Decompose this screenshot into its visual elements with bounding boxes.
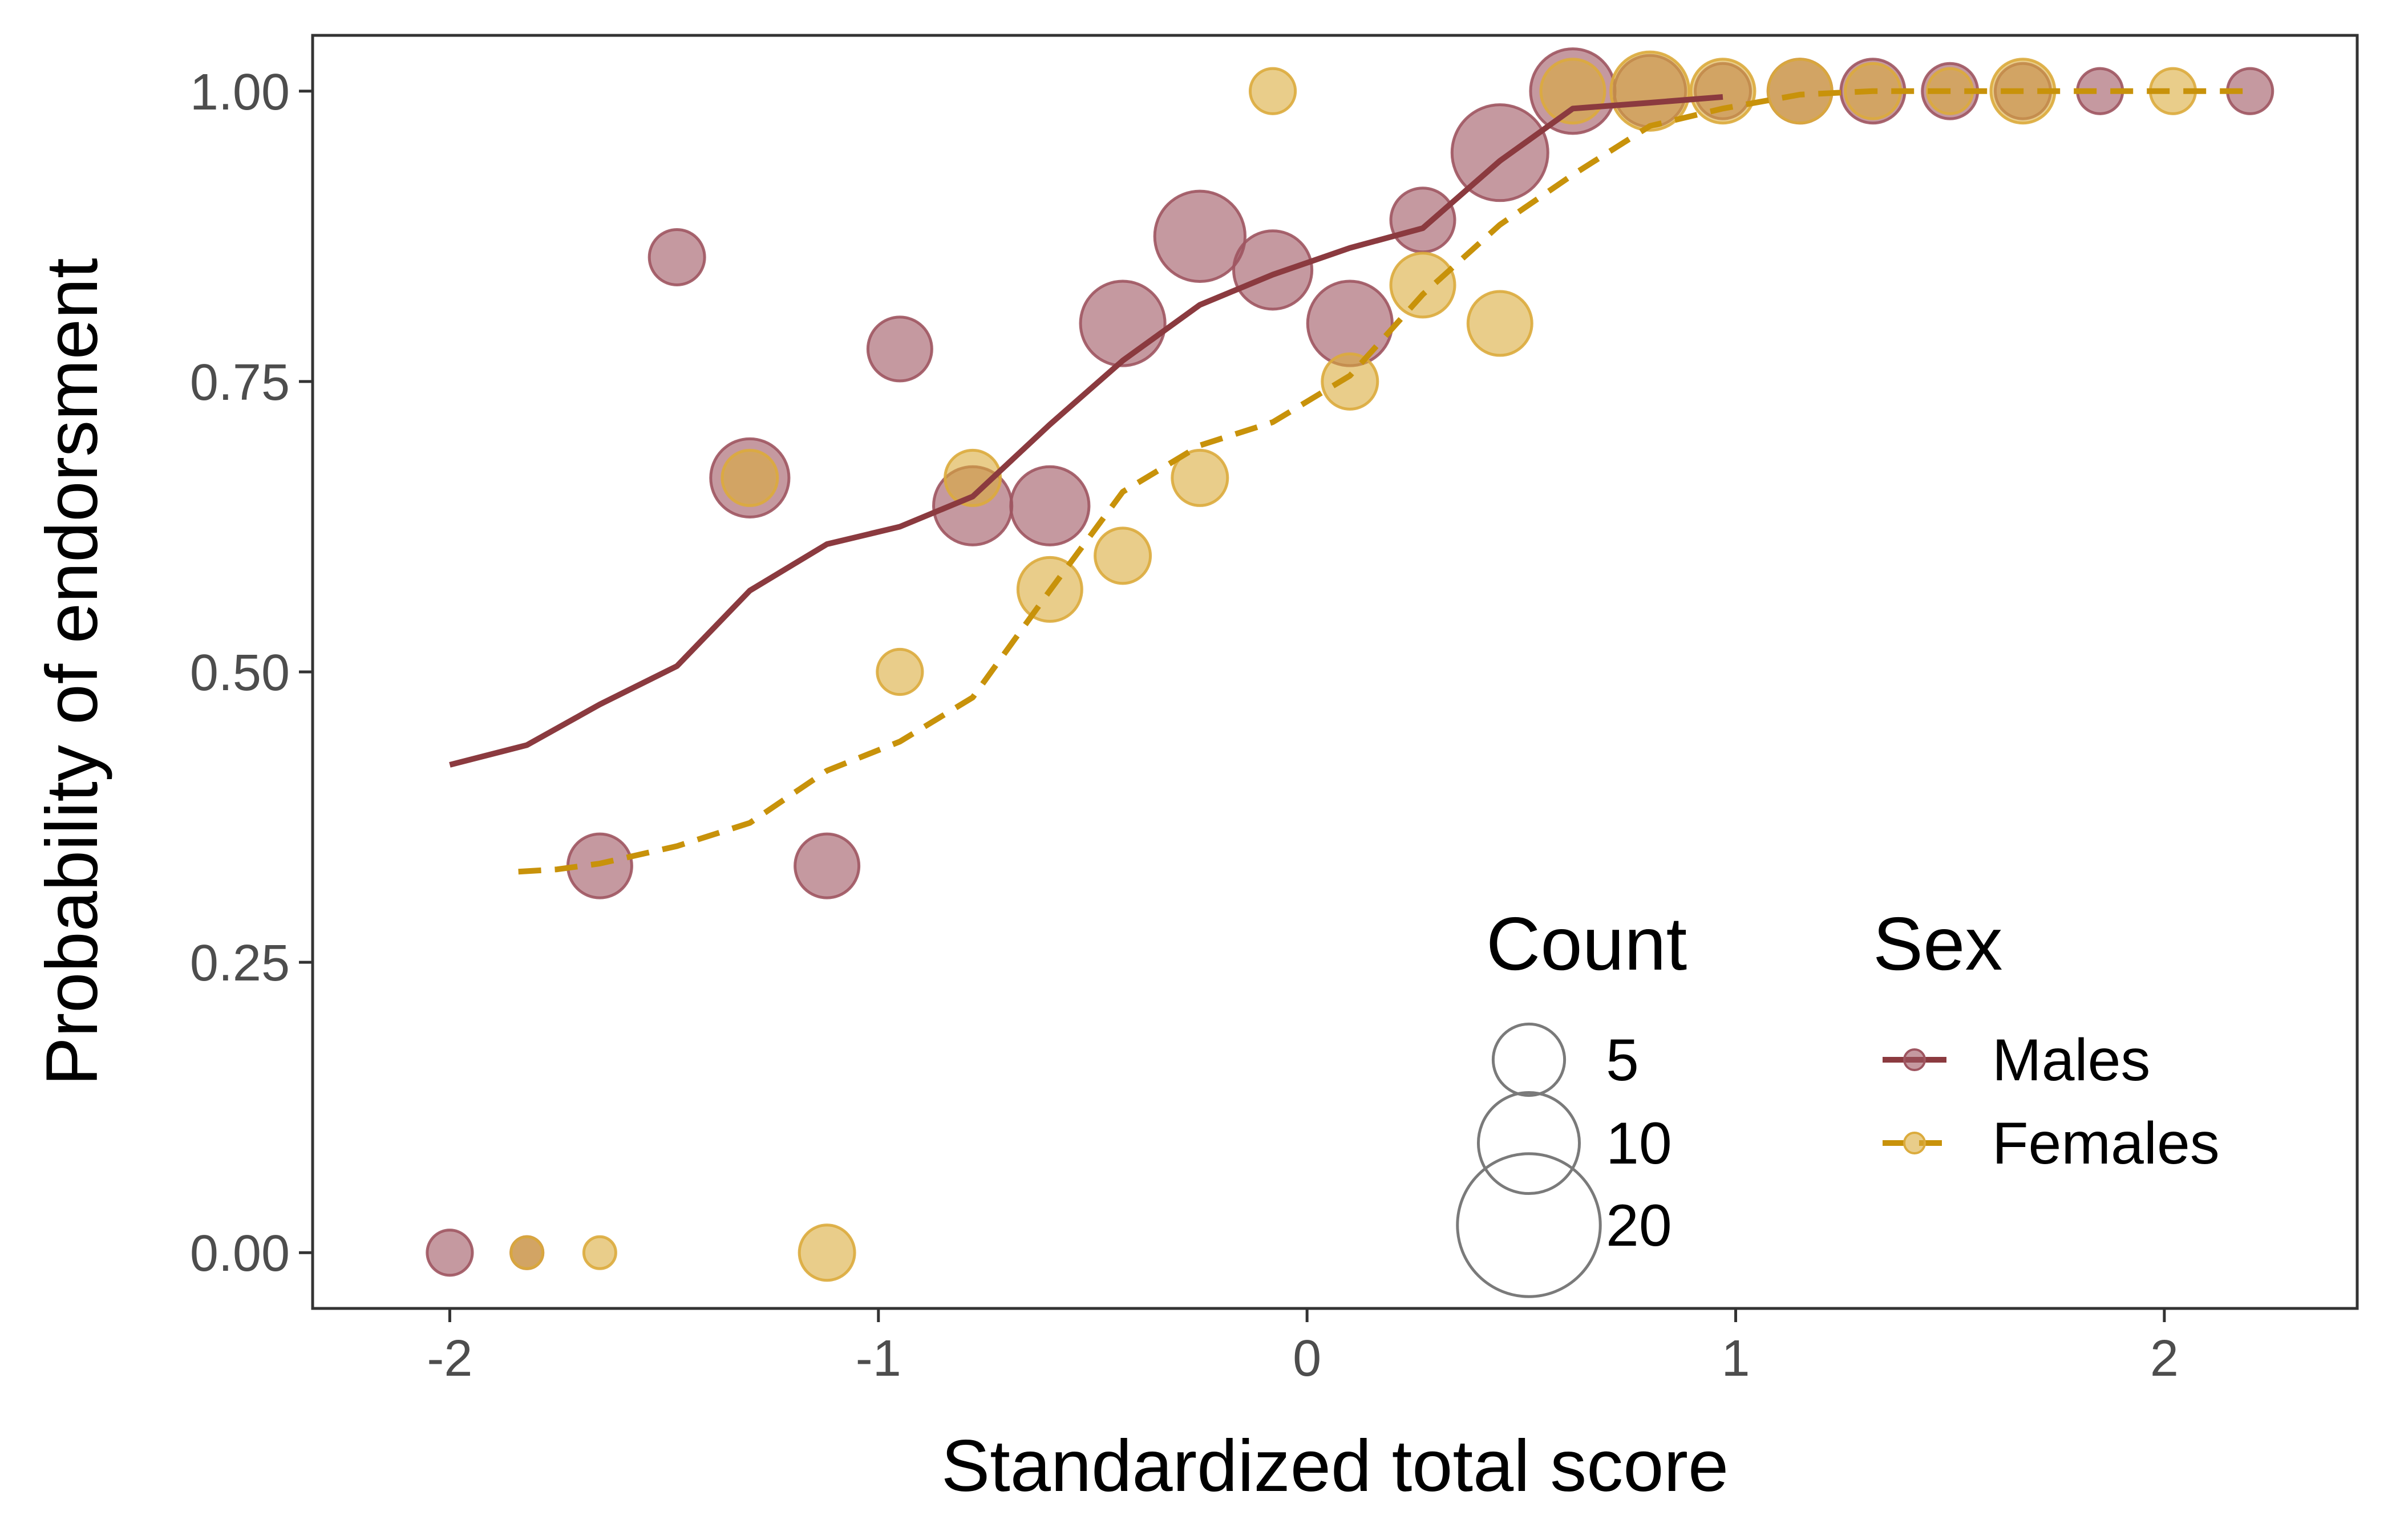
legend-size-key-5 [1491,1022,1567,1097]
y-tick-label: 0.75 [190,354,290,411]
data-point-females [1466,290,1533,357]
data-point-females [1248,67,1297,115]
legend-count-label-10: 10 [1606,1111,1672,1177]
data-point-females [1094,526,1152,585]
data-point-females [582,1235,617,1270]
data-point-females [509,1235,545,1270]
y-tick-label: 0.25 [190,935,290,992]
legend-sex-label-males: Males [1992,1027,2150,1093]
legend-sex-title: Sex [1873,902,2002,986]
data-point-females [1389,252,1456,319]
data-point-males [426,1229,474,1277]
legend-count-title: Count [1486,902,1687,986]
data-point-males [1450,103,1549,202]
y-tick-label: 0.00 [190,1225,290,1282]
data-point-males [866,315,933,383]
data-point-females [1171,448,1229,507]
fitted-curve-females [518,88,2251,875]
x-tick-labels: -2 -1 0 1 2 [427,1330,2178,1387]
legend-key-point-males [1903,1048,1926,1071]
y-axis-title: Probability of endorsment [31,258,113,1085]
data-point-males [1232,229,1314,311]
data-point-males [1389,187,1456,254]
x-axis-title: Standardized total score [941,1425,1729,1507]
legend-sex: Sex Males Females [1873,902,2220,1177]
data-point-males [1079,279,1167,367]
legend-count-label-20: 20 [1606,1193,1672,1259]
data-point-females [721,448,779,507]
plot-content [426,47,2274,1282]
legend-sex-label-females: Females [1992,1111,2220,1177]
y-tick-label: 0.50 [190,645,290,702]
data-point-males [1009,465,1091,546]
data-point-females [1539,58,1606,125]
data-point-females [1689,58,1756,125]
legend-count: Count 5 10 20 [1456,902,1687,1298]
data-point-females [876,647,924,696]
legend-size-key-20 [1456,1152,1602,1298]
data-point-females [798,1223,856,1282]
fitted-curve-males [449,94,1723,768]
x-tick-label: -2 [427,1330,472,1387]
x-tick-label: 1 [1721,1330,1750,1387]
data-point-males [647,228,706,286]
legend-size-key-10 [1476,1091,1581,1195]
data-point-males [1153,189,1247,283]
data-point-females [944,448,1002,507]
data-point-females [1321,352,1379,411]
axis-ticks [299,90,2166,1322]
points-females [509,50,2197,1282]
plot-panel-border [311,34,2359,1310]
x-tick-label: -1 [856,1330,901,1387]
x-tick-label: 0 [1293,1330,1321,1387]
y-tick-labels: 0.00 0.25 0.50 0.75 1.00 [190,64,290,1282]
data-point-females [1609,50,1691,132]
data-point-males [794,832,861,899]
legend-key-point-females [1903,1132,1926,1154]
legend-count-label-5: 5 [1606,1027,1639,1093]
x-tick-label: 2 [2150,1330,2179,1387]
y-tick-label: 1.00 [190,64,290,121]
